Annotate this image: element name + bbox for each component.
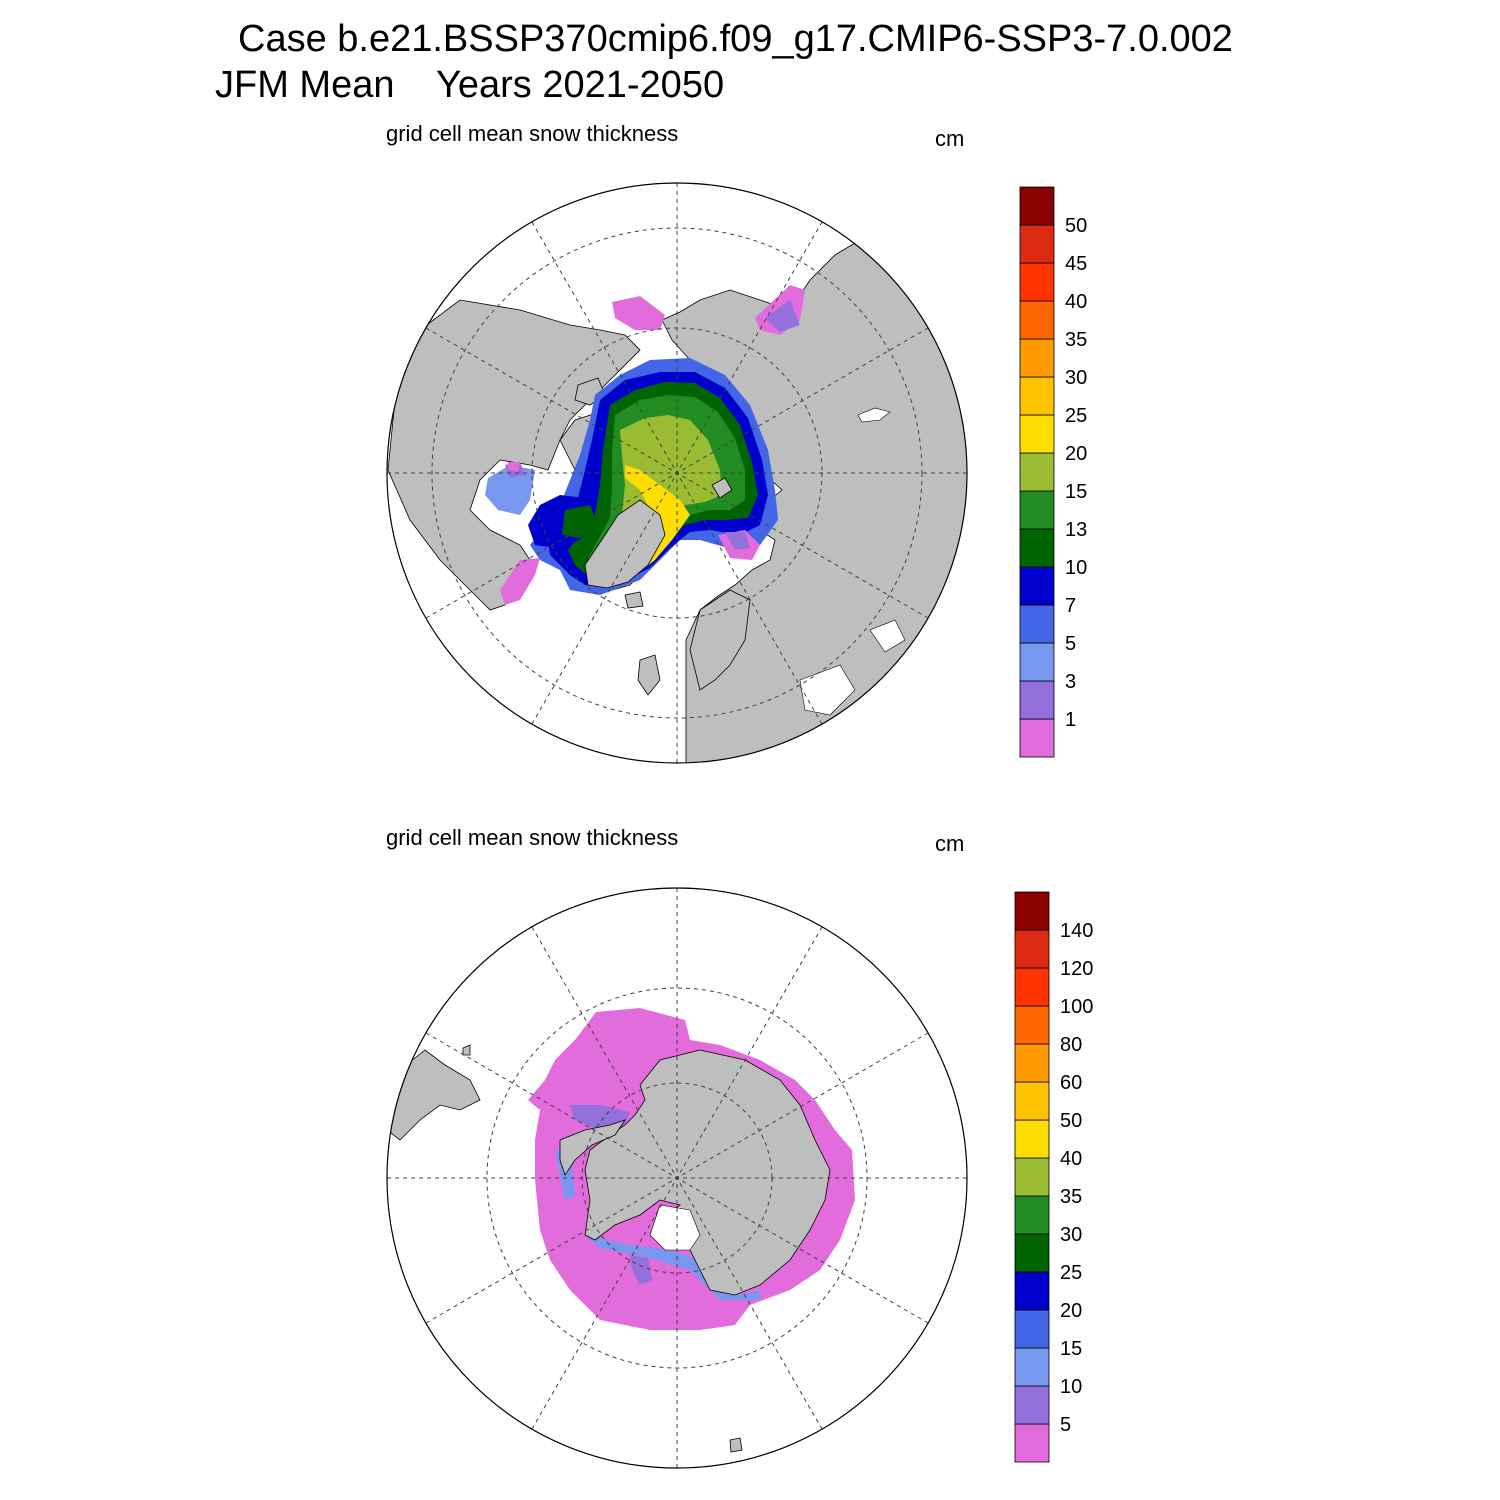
arctic-ice-pink bbox=[612, 296, 665, 330]
colorbar-swatch bbox=[1014, 1043, 1050, 1083]
colorbar-tick-label: 20 bbox=[1065, 443, 1087, 465]
colorbar-tick-label: 35 bbox=[1060, 1186, 1082, 1208]
colorbar-tick-label: 30 bbox=[1060, 1224, 1082, 1246]
colorbar-swatch bbox=[1014, 1271, 1050, 1311]
colorbar-tick-label: 40 bbox=[1060, 1148, 1082, 1170]
colorbar-swatch bbox=[1014, 929, 1050, 969]
colorbar-tick-label: 10 bbox=[1060, 1376, 1082, 1398]
colorbar-tick-label: 100 bbox=[1060, 996, 1093, 1018]
colorbar-tick-label: 7 bbox=[1065, 595, 1076, 617]
arctic-subtitle: grid cell mean snow thickness bbox=[386, 121, 679, 146]
colorbar-tick-label: 5 bbox=[1060, 1414, 1071, 1436]
colorbar-swatch bbox=[1014, 1005, 1050, 1045]
colorbar-tick-label: 120 bbox=[1060, 958, 1093, 980]
colorbar-swatch bbox=[1019, 604, 1055, 644]
colorbar-swatch bbox=[1019, 452, 1055, 492]
colorbar-swatch bbox=[1014, 1309, 1050, 1349]
colorbar-swatch bbox=[1014, 1385, 1050, 1425]
colorbar-tick-label: 5 bbox=[1065, 633, 1076, 655]
colorbar-swatch bbox=[1019, 490, 1055, 530]
colorbar-swatch bbox=[1014, 1347, 1050, 1387]
colorbar-swatch bbox=[1019, 224, 1055, 264]
colorbar-swatch bbox=[1019, 338, 1055, 378]
colorbar-swatch bbox=[1014, 1119, 1050, 1159]
colorbar-tick-label: 25 bbox=[1065, 405, 1087, 427]
colorbar-tick-label: 140 bbox=[1060, 920, 1093, 942]
colorbar-tick-label: 35 bbox=[1065, 329, 1087, 351]
colorbar-swatch bbox=[1019, 414, 1055, 454]
figure-title-period: JFM Mean Years 2021-2050 bbox=[215, 64, 725, 106]
south-america-land bbox=[387, 1049, 481, 1141]
colorbar-tick-label: 15 bbox=[1060, 1338, 1082, 1360]
colorbar-swatch bbox=[1019, 642, 1055, 682]
arctic-unit: cm bbox=[935, 126, 965, 151]
colorbar-tick-label: 50 bbox=[1060, 1110, 1082, 1132]
antarctic-subtitle: grid cell mean snow thickness bbox=[386, 825, 679, 850]
colorbar-swatch bbox=[1014, 1157, 1050, 1197]
colorbar-swatch bbox=[1014, 1081, 1050, 1121]
colorbar-swatch bbox=[1014, 891, 1050, 931]
colorbar-tick-label: 1 bbox=[1065, 709, 1076, 731]
colorbar-tick-label: 30 bbox=[1065, 367, 1087, 389]
colorbar-swatch bbox=[1019, 262, 1055, 302]
colorbar-tick-label: 40 bbox=[1065, 291, 1087, 313]
colorbar-tick-label: 45 bbox=[1065, 253, 1087, 275]
colorbar-tick-label: 15 bbox=[1065, 481, 1087, 503]
colorbar-swatch bbox=[1019, 376, 1055, 416]
antarctic-unit: cm bbox=[935, 831, 965, 856]
colorbar-swatch bbox=[1014, 1233, 1050, 1273]
colorbar-tick-label: 3 bbox=[1065, 671, 1076, 693]
colorbar-swatch bbox=[1014, 967, 1050, 1007]
colorbar-swatch bbox=[1019, 528, 1055, 568]
colorbar-swatch bbox=[1019, 680, 1055, 720]
colorbar-swatch bbox=[1014, 1195, 1050, 1235]
arctic-map bbox=[386, 182, 968, 764]
colorbar-swatch bbox=[1019, 300, 1055, 340]
antarctic-colorbar: 5 10 15 20 25 30 35 40 50 60 80 100 120 140 bbox=[1014, 891, 1093, 1463]
colorbar-swatch bbox=[1014, 1423, 1050, 1463]
colorbar-tick-label: 50 bbox=[1065, 215, 1087, 237]
colorbar-swatch bbox=[1019, 566, 1055, 606]
colorbar-swatch bbox=[1019, 718, 1055, 758]
colorbar-swatch bbox=[1019, 186, 1055, 226]
colorbar-tick-label: 80 bbox=[1060, 1034, 1082, 1056]
colorbar-tick-label: 10 bbox=[1065, 557, 1087, 579]
hudson-bay-ice bbox=[485, 465, 535, 515]
colorbar-tick-label: 13 bbox=[1065, 519, 1087, 541]
figure-title-case: Case b.e21.BSSP370cmip6.f09_g17.CMIP6-SS… bbox=[238, 18, 1233, 60]
colorbar-tick-label: 20 bbox=[1060, 1300, 1082, 1322]
colorbar-tick-label: 25 bbox=[1060, 1262, 1082, 1284]
colorbar-tick-label: 60 bbox=[1060, 1072, 1082, 1094]
antarctic-map bbox=[386, 887, 968, 1469]
